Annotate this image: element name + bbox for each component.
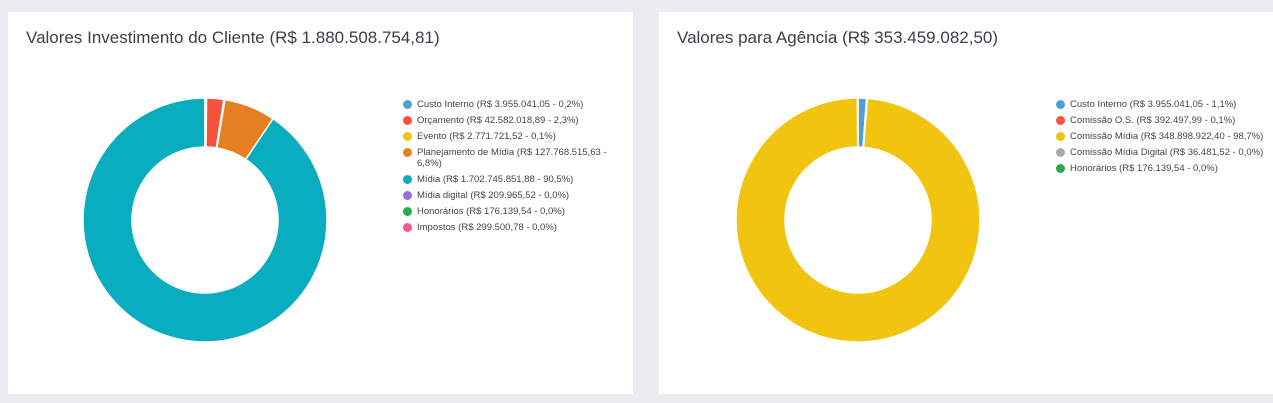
- legend-swatch: [403, 191, 412, 200]
- legend-swatch: [403, 175, 412, 184]
- legend-swatch: [1056, 116, 1065, 125]
- legend-label: Custo Interno (R$ 3.955.041,05 - 1,1%): [1070, 99, 1237, 110]
- legend-label: Custo Interno (R$ 3.955.041,05 - 0,2%): [417, 99, 584, 110]
- legend-swatch: [403, 132, 412, 141]
- legend-item[interactable]: Honorários (R$ 176.139,54 - 0,0%): [403, 206, 618, 217]
- legend-label: Impostos (R$ 299.500,78 - 0,0%): [417, 222, 557, 233]
- donut-slice[interactable]: [82, 97, 328, 343]
- legend-label: Planejamento de Mídia (R$ 127.768.515,63…: [417, 147, 607, 169]
- donut-slice[interactable]: [735, 97, 981, 343]
- legend-item[interactable]: Orçamento (R$ 42.582.018,89 - 2,3%): [403, 115, 618, 126]
- legend-label: Honorários (R$ 176.139,54 - 0,0%): [417, 206, 565, 217]
- legend-item[interactable]: Honorários (R$ 176.139,54 - 0,0%): [1056, 163, 1271, 174]
- legend-label: Mídia (R$ 1.702.745.851,88 - 90,5%): [417, 174, 574, 185]
- legend-swatch: [1056, 132, 1065, 141]
- legend-swatch: [403, 207, 412, 216]
- agency-values-donut: [735, 97, 981, 343]
- legend-swatch: [1056, 148, 1065, 157]
- legend-item[interactable]: Comissão Mídia Digital (R$ 36.481,52 - 0…: [1056, 147, 1271, 158]
- legend-swatch: [403, 116, 412, 125]
- legend-label: Comissão Mídia (R$ 348.898.922,40 - 98,7…: [1070, 131, 1264, 142]
- legend-label: Honorários (R$ 176.139,54 - 0,0%): [1070, 163, 1218, 174]
- legend-swatch: [1056, 164, 1065, 173]
- legend-label: Mídia digital (R$ 209.965,52 - 0,0%): [417, 190, 570, 201]
- agency-values-title: Valores para Agência (R$ 353.459.082,50): [677, 28, 999, 47]
- legend-swatch: [403, 100, 412, 109]
- client-investment-legend: Custo Interno (R$ 3.955.041,05 - 0,2%) Or…: [403, 99, 618, 238]
- legend-item[interactable]: Mídia digital (R$ 209.965,52 - 0,0%): [403, 190, 618, 201]
- legend-label: Comissão Mídia Digital (R$ 36.481,52 - 0…: [1070, 147, 1264, 158]
- legend-item[interactable]: Impostos (R$ 299.500,78 - 0,0%): [403, 222, 618, 233]
- legend-swatch: [1056, 100, 1065, 109]
- legend-item[interactable]: Custo Interno (R$ 3.955.041,05 - 1,1%): [1056, 99, 1271, 110]
- legend-item[interactable]: Comissão Mídia (R$ 348.898.922,40 - 98,7…: [1056, 131, 1271, 142]
- legend-item[interactable]: Evento (R$ 2.771.721,52 - 0,1%): [403, 131, 618, 142]
- client-investment-donut: [82, 97, 328, 343]
- legend-label: Orçamento (R$ 42.582.018,89 - 2,3%): [417, 115, 579, 126]
- legend-label: Evento (R$ 2.771.721,52 - 0,1%): [417, 131, 556, 142]
- legend-item[interactable]: Custo Interno (R$ 3.955.041,05 - 0,2%): [403, 99, 618, 110]
- legend-swatch: [403, 148, 412, 157]
- legend-item[interactable]: Mídia (R$ 1.702.745.851,88 - 90,5%): [403, 174, 618, 185]
- client-investment-card: Valores Investimento do Cliente (R$ 1.88…: [8, 12, 633, 394]
- legend-swatch: [403, 223, 412, 232]
- agency-values-legend: Custo Interno (R$ 3.955.041,05 - 1,1%) Co…: [1056, 99, 1271, 179]
- agency-values-card: Valores para Agência (R$ 353.459.082,50)…: [659, 12, 1273, 394]
- legend-label: Comissão O.S. (R$ 392.497,99 - 0,1%): [1070, 115, 1236, 126]
- client-investment-title: Valores Investimento do Cliente (R$ 1.88…: [26, 28, 440, 47]
- legend-item[interactable]: Comissão O.S. (R$ 392.497,99 - 0,1%): [1056, 115, 1271, 126]
- legend-item[interactable]: Planejamento de Mídia (R$ 127.768.515,63…: [403, 147, 618, 169]
